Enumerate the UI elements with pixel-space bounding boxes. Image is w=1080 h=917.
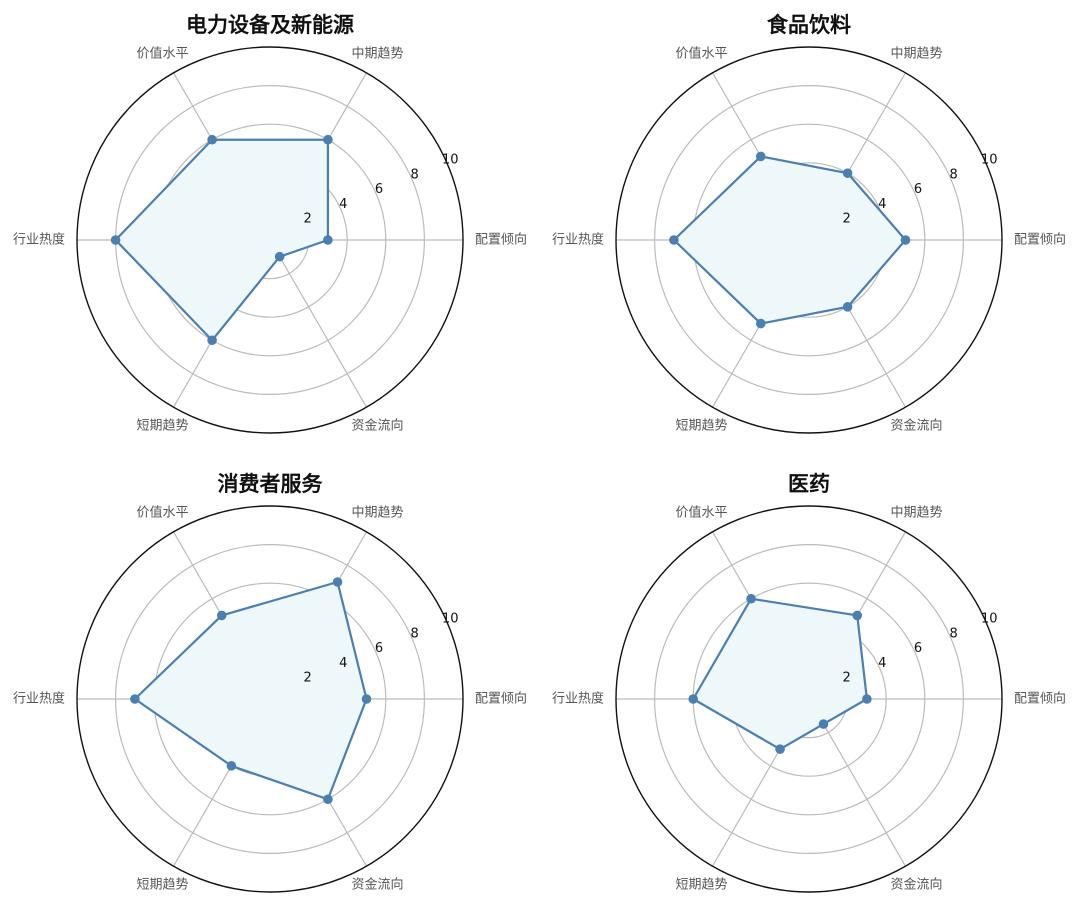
data-point-1 — [323, 235, 333, 245]
data-point-2 — [323, 134, 333, 145]
axis-label-2: 中期趋势 — [890, 45, 942, 61]
axis-label-3: 价值水平 — [675, 504, 727, 520]
radial-tick-label: 2 — [304, 212, 312, 227]
data-point-4 — [130, 694, 140, 704]
data-point-6 — [842, 302, 853, 312]
data-point-6 — [323, 794, 333, 805]
axis-label-4: 行业热度 — [13, 691, 65, 707]
data-point-2 — [842, 168, 853, 178]
axis-label-6: 资金流向 — [351, 877, 403, 893]
axis-label-6: 资金流向 — [351, 418, 403, 434]
axis-label-1: 配置倾向 — [1014, 691, 1066, 707]
axis-label-2: 中期趋势 — [890, 504, 942, 520]
radial-tick-label: 6 — [375, 641, 383, 656]
radial-tick-label: 8 — [950, 626, 958, 641]
axis-label-6: 资金流向 — [890, 418, 942, 434]
axis-label-6: 资金流向 — [890, 877, 942, 893]
radial-tick-label: 6 — [914, 182, 922, 197]
axis-label-4: 行业热度 — [13, 232, 65, 248]
axis-label-2: 中期趋势 — [351, 504, 403, 520]
data-point-5 — [207, 335, 217, 346]
data-point-6 — [818, 719, 829, 729]
data-point-3 — [207, 134, 217, 145]
data-point-6 — [274, 251, 285, 262]
data-point-3 — [755, 151, 766, 162]
radial-tick-label: 4 — [339, 656, 347, 671]
axis-label-3: 价值水平 — [675, 45, 727, 61]
radial-tick-label: 6 — [375, 182, 383, 197]
radial-tick-label: 10 — [442, 612, 459, 627]
radial-tick-label: 10 — [981, 612, 998, 627]
radial-tick-label: 2 — [843, 671, 851, 686]
data-point-4 — [110, 235, 121, 245]
axis-label-1: 配置倾向 — [475, 691, 527, 707]
data-point-2 — [852, 610, 863, 621]
outer-frame — [615, 505, 1003, 893]
data-point-1 — [900, 235, 911, 245]
axis-label-3: 价值水平 — [136, 504, 188, 520]
radial-tick-label: 8 — [411, 626, 419, 641]
axis-label-5: 短期趋势 — [675, 877, 727, 893]
axis-label-5: 短期趋势 — [675, 418, 727, 434]
axis-label-4: 行业热度 — [552, 691, 604, 707]
data-point-5 — [775, 744, 785, 754]
chart-title: 食品饮料 — [767, 13, 851, 37]
data-point-3 — [746, 593, 756, 604]
radial-tick-label: 10 — [981, 153, 998, 168]
radial-tick-label: 4 — [878, 656, 886, 671]
radial-tick-label: 8 — [411, 167, 419, 182]
radial-tick-label: 2 — [304, 671, 312, 686]
chart-title: 消费者服务 — [218, 472, 324, 496]
radial-tick-label: 4 — [878, 197, 886, 212]
axis-label-1: 配置倾向 — [1014, 232, 1066, 248]
data-point-4 — [688, 694, 698, 704]
axis-label-1: 配置倾向 — [475, 232, 527, 248]
axis-label-2: 中期趋势 — [351, 45, 403, 61]
data-point-5 — [226, 761, 237, 771]
outer-frame — [615, 46, 1003, 434]
axis-label-4: 行业热度 — [552, 232, 604, 248]
axis-label-5: 短期趋势 — [136, 877, 188, 893]
chart-title: 电力设备及新能源 — [186, 13, 354, 37]
data-point-2 — [332, 577, 343, 587]
axis-label-5: 短期趋势 — [136, 418, 188, 434]
outer-frame — [76, 46, 464, 434]
data-point-3 — [216, 610, 227, 621]
spoke-line — [269, 239, 368, 408]
data-point-1 — [361, 694, 372, 704]
chart-title: 医药 — [788, 472, 830, 496]
outer-frame — [76, 505, 464, 893]
data-point-4 — [669, 235, 679, 245]
radial-tick-label: 6 — [914, 641, 922, 656]
radial-tick-label: 10 — [442, 153, 459, 168]
radial-tick-label: 4 — [339, 197, 347, 212]
data-point-1 — [862, 694, 872, 704]
radial-tick-label: 2 — [843, 212, 851, 227]
data-point-5 — [755, 318, 766, 329]
axis-label-3: 价值水平 — [136, 45, 188, 61]
radial-tick-label: 8 — [950, 167, 958, 182]
